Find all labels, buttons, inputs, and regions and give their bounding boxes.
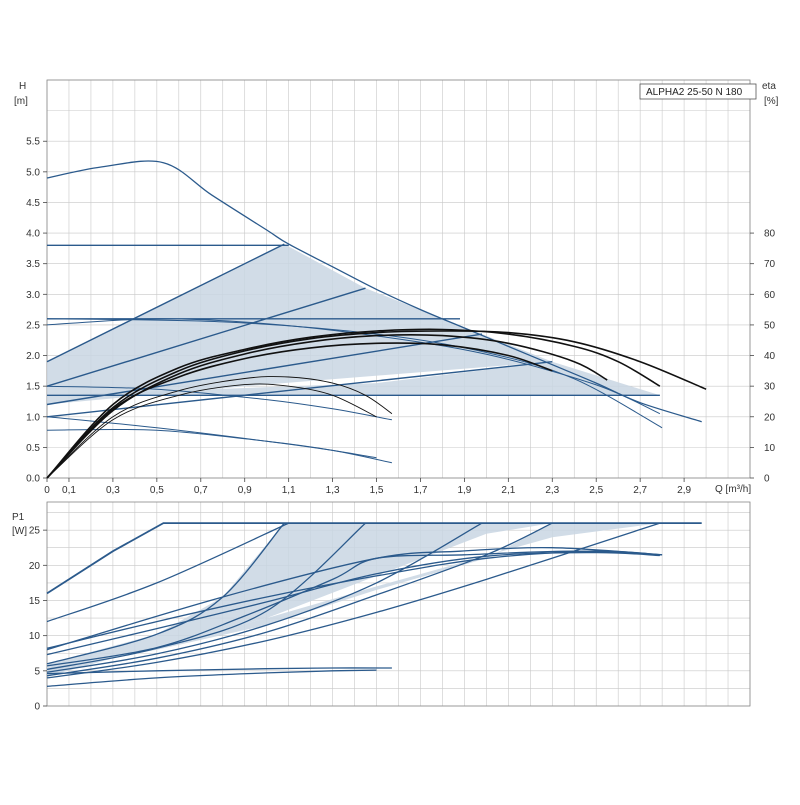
head-y-tick-label: 5.0 — [26, 167, 40, 178]
power-y-tick-label: 5 — [34, 666, 40, 677]
model-label-box — [639, 83, 757, 100]
power-curve-const — [46, 522, 289, 623]
efficiency-y-tick-label: 20 — [764, 412, 776, 423]
power-curve-const — [46, 550, 660, 667]
efficiency-curve — [46, 383, 377, 479]
operating-area-shade — [47, 523, 553, 677]
power-curve-min — [46, 669, 377, 687]
efficiency-axis-unit: [%] — [764, 96, 779, 107]
flow-axis-label: Q [m³/h] — [715, 484, 751, 495]
head-y-tick-label: 3.5 — [26, 259, 40, 270]
operating-area-shade — [47, 361, 660, 396]
efficiency-y-tick-label: 70 — [764, 259, 776, 270]
power-chart-operating-area — [47, 523, 660, 677]
head-y-tick-label: 4.5 — [26, 198, 40, 209]
head-plot-frame — [46, 79, 751, 479]
model-label: ALPHA2 25-50 N 180 — [646, 87, 743, 98]
power-y-tick-label: 15 — [29, 596, 41, 607]
flow-x-tick-label: 0 — [44, 485, 50, 496]
head-curve-min — [46, 318, 663, 429]
flow-x-tick-label: 1,3 — [326, 485, 340, 496]
flow-x-tick-label: 1,1 — [282, 485, 296, 496]
power-axis-unit: [W] — [12, 526, 27, 537]
head-chart-axes: 0.0 0.5 1.0 1.5 2.0 2.5 3.0 3.5 4.0 4.5 5.0 5.5 0 10 2… — [26, 137, 775, 496]
efficiency-axis-label: eta — [762, 81, 776, 92]
efficiency-curve — [46, 330, 707, 479]
power-curve-prop — [46, 522, 366, 671]
power-plot-frame — [46, 501, 751, 707]
head-chart-curves — [46, 160, 702, 464]
efficiency-curve — [46, 342, 553, 479]
head-y-tick-label: 0.5 — [26, 443, 40, 454]
efficiency-y-tick-label: 40 — [764, 351, 776, 362]
power-curve-prop — [46, 522, 483, 673]
flow-x-tick-label: 0,9 — [238, 485, 252, 496]
flow-x-tick-label: 2,5 — [589, 485, 603, 496]
head-y-tick-label: 0.0 — [26, 474, 40, 485]
efficiency-y-tick-label: 80 — [764, 229, 776, 240]
power-y-tick-label: 20 — [29, 561, 41, 572]
power-chart-axes: 0 5 10 15 20 25 — [29, 526, 47, 713]
power-y-tick-label: 0 — [34, 702, 40, 713]
power-chart-curves — [46, 522, 702, 687]
head-y-tick-label: 4.0 — [26, 229, 40, 240]
efficiency-y-tick-label: 50 — [764, 320, 776, 331]
power-curve-prop — [46, 522, 661, 679]
efficiency-curve — [46, 328, 661, 479]
flow-x-tick-label: 2,7 — [633, 485, 647, 496]
power-y-tick-label: 10 — [29, 631, 41, 642]
head-axis-unit: [m] — [14, 96, 28, 107]
head-y-tick-label: 3.0 — [26, 290, 40, 301]
flow-x-tick-label: 0,5 — [150, 485, 164, 496]
power-curve-min — [46, 551, 660, 656]
flow-x-tick-label: 2,3 — [545, 485, 559, 496]
head-chart-operating-area — [47, 244, 660, 405]
head-curve-min — [46, 385, 392, 421]
flow-x-tick-label: 1,7 — [414, 485, 428, 496]
head-curve-max — [46, 160, 702, 423]
efficiency-y-tick-label: 30 — [764, 382, 776, 393]
power-y-tick-label: 25 — [29, 526, 41, 537]
power-axis-label: P1 — [12, 512, 25, 523]
head-curve-prop — [46, 287, 366, 387]
head-curve-prop — [46, 333, 483, 406]
power-curve-prop — [46, 522, 553, 677]
head-axis-label: H — [19, 81, 26, 92]
flow-x-tick-label: 0,7 — [194, 485, 208, 496]
head-curve-min — [46, 416, 377, 459]
power-curve-min — [46, 667, 392, 675]
head-y-tick-label: 2.5 — [26, 320, 40, 331]
head-y-tick-label: 2.0 — [26, 351, 40, 362]
power-curve-const — [46, 546, 663, 651]
efficiency-curve — [46, 376, 393, 479]
head-curve-prop — [46, 361, 553, 418]
flow-x-tick-label: 2,9 — [677, 485, 691, 496]
power-curve-max — [46, 522, 702, 595]
head-y-tick-label: 1.5 — [26, 382, 40, 393]
flow-x-tick-label: 0,1 — [62, 485, 76, 496]
efficiency-y-tick-label: 60 — [764, 290, 776, 301]
head-y-tick-label: 1.0 — [26, 412, 40, 423]
efficiency-y-tick-label: 10 — [764, 443, 776, 454]
flow-x-tick-label: 0,3 — [106, 485, 120, 496]
efficiency-curves — [46, 328, 707, 479]
head-y-tick-label: 5.5 — [26, 137, 40, 148]
efficiency-y-tick-label: 0 — [764, 474, 770, 485]
operating-area-shade — [47, 244, 553, 405]
flow-x-tick-label: 1,9 — [457, 485, 471, 496]
flow-x-tick-label: 2,1 — [501, 485, 515, 496]
flow-x-tick-label: 1,5 — [370, 485, 384, 496]
power-curve-min — [46, 550, 663, 649]
head-curve-prop — [46, 243, 285, 363]
